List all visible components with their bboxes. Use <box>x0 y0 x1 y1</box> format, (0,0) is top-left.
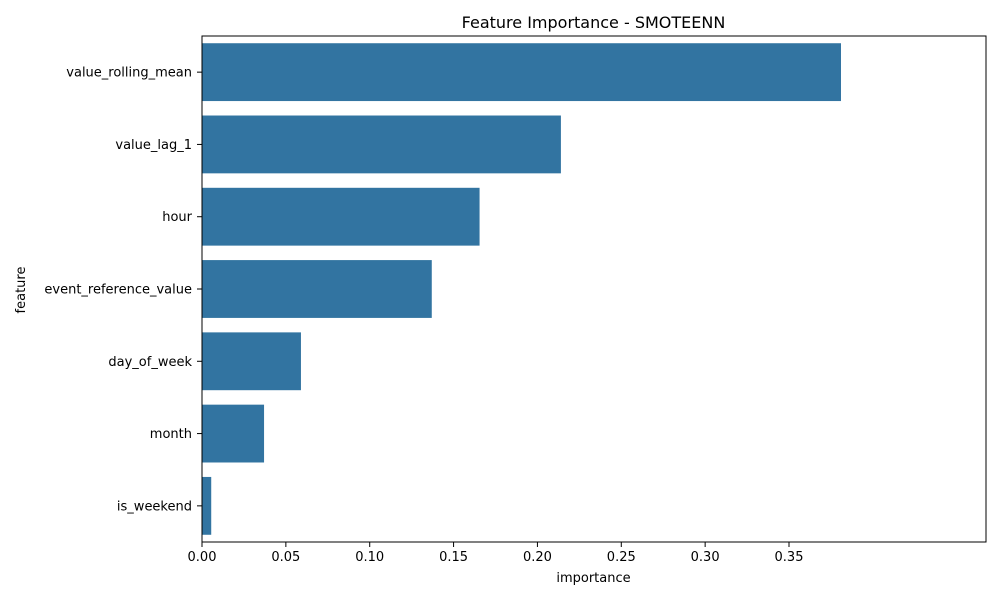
y-tick-label: is_weekend <box>117 499 192 514</box>
x-tick-label: 0.25 <box>607 550 636 565</box>
y-tick-label: month <box>150 427 192 442</box>
x-tick-label: 0.00 <box>188 550 217 565</box>
y-tick-label: hour <box>162 210 192 225</box>
x-tick-label: 0.15 <box>439 550 468 565</box>
x-tick-label: 0.35 <box>775 550 804 565</box>
bar-month <box>202 404 265 463</box>
x-tick-label: 0.05 <box>271 550 300 565</box>
x-ticks: 0.00 0.05 0.10 0.15 0.20 0.25 0.30 0.35 <box>188 542 804 565</box>
bars-layer <box>202 43 841 535</box>
y-tick-label: event_reference_value <box>44 283 192 298</box>
y-tick-label: value_lag_1 <box>115 138 192 153</box>
bar-is_weekend <box>202 476 212 535</box>
bar-day_of_week <box>202 332 301 391</box>
x-tick-label: 0.10 <box>355 550 384 565</box>
bar-hour <box>202 187 480 246</box>
chart-title: Feature Importance - SMOTEENN <box>462 13 726 32</box>
x-tick-label: 0.30 <box>691 550 720 565</box>
y-tick-label: day_of_week <box>108 355 192 370</box>
bar-value_lag_1 <box>202 115 561 174</box>
y-tick-label: value_rolling_mean <box>66 66 192 81</box>
bar-value_rolling_mean <box>202 43 841 102</box>
x-axis-label: importance <box>556 571 630 586</box>
y-axis-label: feature <box>14 267 29 314</box>
bar-event_reference_value <box>202 260 432 318</box>
x-tick-label: 0.20 <box>523 550 552 565</box>
